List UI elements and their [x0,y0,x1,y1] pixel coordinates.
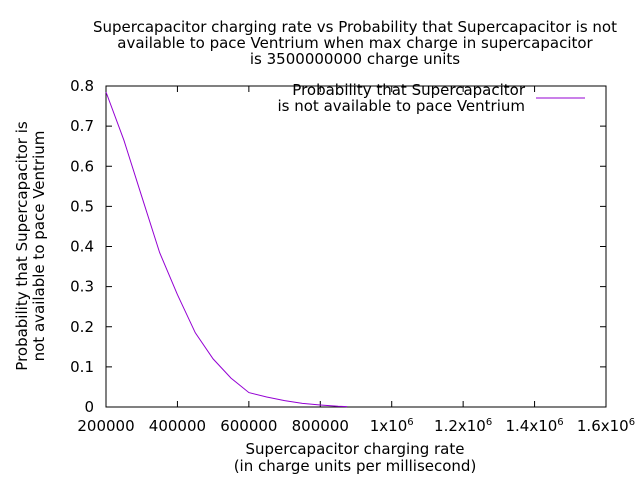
y-axis-label: Probability that Supercapacitor is not a… [13,121,48,371]
x-tick-label-base: 1x10 [370,417,408,435]
y-axis-label-line-2: not available to pace Ventrium [30,131,48,362]
x-tick-label-base: 1.4x10 [505,417,557,435]
legend-label-line-1: Probability that Supercapacitor [292,81,526,99]
x-tick-label-base: 600000 [220,417,277,435]
legend-label-line-2: is not available to pace Ventrium [277,97,525,115]
y-axis-label-line-1: Probability that Supercapacitor is [13,121,31,371]
x-tick-label-exponent: 6 [486,417,492,428]
x-axis-label-line-2: (in charge units per millisecond) [234,457,477,475]
plot-border [105,85,607,408]
x-tick-label-exponent: 6 [629,417,635,428]
x-tick-label-base: 200000 [77,417,134,435]
x-tick-label-exponent: 6 [407,417,413,428]
y-tick-label: 0.1 [70,358,94,376]
y-tick-label: 0.8 [70,77,94,95]
legend: Probability that Supercapacitor is not a… [277,81,585,115]
x-tick-label-base: 1.6x10 [577,417,629,435]
x-tick-label-exponent: 6 [557,417,563,428]
x-tick-label: 1x106 [370,417,414,435]
y-tick-label: 0.3 [70,278,94,296]
chart-title-line-1: Supercapacitor charging rate vs Probabil… [93,18,617,36]
x-tick-label: 1.6x106 [577,417,635,435]
series-line [105,91,348,408]
x-tick-label: 400000 [149,417,206,435]
y-tick-label: 0.2 [70,318,94,336]
x-tick-label: 1.4x106 [505,417,563,435]
y-tick-label: 0 [84,398,94,416]
x-tick-label: 200000 [77,417,134,435]
x-axis-label: Supercapacitor charging rate (in charge … [234,440,477,475]
series-layer [105,91,348,408]
axis-ticks [105,85,607,408]
tick-labels: 200000 400000 600000 800000 1x106 1.2x106 1.4x… [70,77,635,435]
chart-title-line-2: available to pace Ventrium when max char… [117,34,593,52]
chart-title-line-3: is 3500000000 charge units [250,50,460,68]
chart-title: Supercapacitor charging rate vs Probabil… [93,18,617,68]
x-tick-label: 800000 [292,417,349,435]
y-tick-label: 0.6 [70,157,94,175]
x-tick-label-base: 1.2x10 [434,417,486,435]
y-tick-label: 0.5 [70,197,94,215]
x-tick-label: 600000 [220,417,277,435]
x-tick-label-base: 800000 [292,417,349,435]
x-tick-label: 1.2x106 [434,417,492,435]
y-tick-label: 0.4 [70,238,94,256]
y-tick-label: 0.7 [70,117,94,135]
x-axis-label-line-1: Supercapacitor charging rate [246,440,465,458]
x-tick-label-base: 400000 [149,417,206,435]
